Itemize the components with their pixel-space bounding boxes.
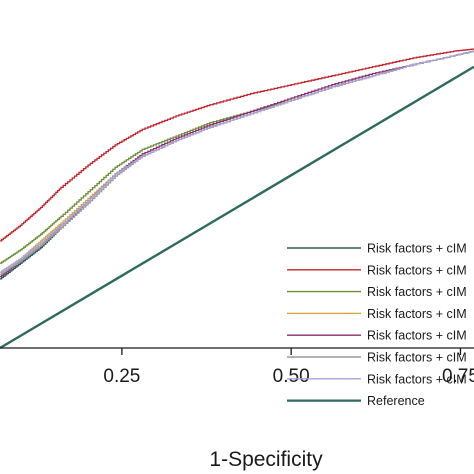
- x-tick-label-1: 0.25: [103, 366, 140, 387]
- series-layer: [0, 48, 474, 350]
- x-axis-title: 1-Specificity: [209, 448, 323, 471]
- x-tick-label-3: 0.75: [442, 366, 474, 387]
- legend-label-1: Risk factors + cIM: [367, 242, 467, 256]
- legend-label-6: Risk factors + cIM: [367, 351, 467, 365]
- x-tick-label-2: 0.50: [273, 366, 310, 387]
- legend-label-2: Risk factors + cIM: [367, 263, 467, 277]
- legend-label-8: Reference: [367, 394, 425, 408]
- x-axis-ticks: 0.25 0.50 0.75: [103, 348, 474, 387]
- legend-label-7: Risk factors + cIM: [367, 372, 467, 386]
- series-line-8: [0, 65, 474, 350]
- series-line-4: [0, 50, 474, 273]
- legend: Risk factors + cIM Risk factors + cIM Risk…: [287, 242, 467, 408]
- legend-label-3: Risk factors + cIM: [367, 285, 467, 299]
- legend-label-4: Risk factors + cIM: [367, 307, 467, 321]
- legend-label-5: Risk factors + cIM: [367, 329, 467, 343]
- series-line-3: [0, 50, 474, 264]
- series-line-2: [0, 48, 474, 242]
- series-line-7: [0, 50, 474, 273]
